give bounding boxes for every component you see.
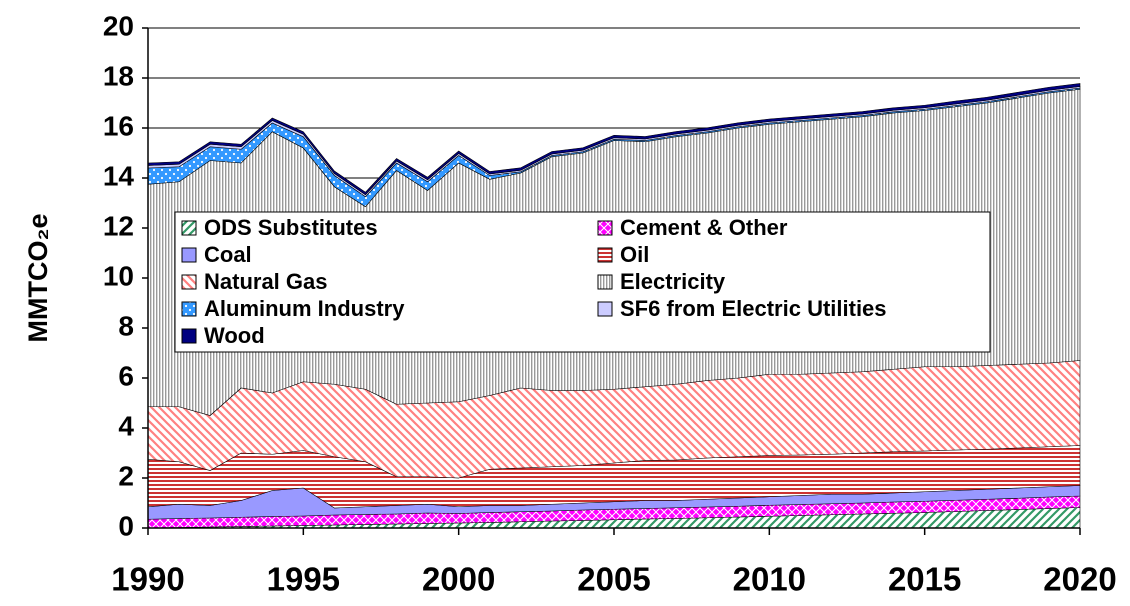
y-tick-label: 12 xyxy=(103,210,134,241)
legend-swatch xyxy=(181,274,197,290)
legend-label: Aluminum Industry xyxy=(204,296,405,321)
y-tick-label: 8 xyxy=(118,310,134,341)
legend-swatch xyxy=(597,274,613,290)
legend-box xyxy=(174,211,991,353)
legend-swatch xyxy=(181,301,197,317)
legend-label: SF6 from Electric Utilities xyxy=(620,296,887,321)
y-tick-label: 10 xyxy=(103,260,134,291)
x-tick-label: 2000 xyxy=(422,561,495,598)
y-tick-label: 16 xyxy=(103,110,134,141)
legend: ODS Substitutes Cement & Other Coal Oil Natu… xyxy=(174,211,991,353)
legend-label: Coal xyxy=(204,242,252,267)
legend-swatch xyxy=(181,247,197,263)
x-tick-label: 1990 xyxy=(111,561,184,598)
legend-label: Natural Gas xyxy=(204,269,328,294)
legend-swatch xyxy=(181,328,197,344)
y-tick-label: 2 xyxy=(118,460,134,491)
legend-label: Oil xyxy=(620,242,649,267)
x-tick-label: 2010 xyxy=(733,561,806,598)
legend-label: Cement & Other xyxy=(620,215,788,240)
y-tick-label: 18 xyxy=(103,60,134,91)
x-tick-label: 1995 xyxy=(267,561,340,598)
legend-label: Wood xyxy=(204,323,265,348)
x-tick-label: 2020 xyxy=(1043,561,1116,598)
axes: 0 2 4 6 8 10 12 14 16 18 20 1990 1995 2000 2005 2010 201… xyxy=(103,10,1117,597)
y-tick-label: 14 xyxy=(103,160,135,191)
legend-swatch xyxy=(181,220,197,236)
x-tick-label: 2005 xyxy=(577,561,650,598)
y-axis-label: MMTCO₂e xyxy=(23,214,53,343)
x-tick-label: 2015 xyxy=(888,561,961,598)
area xyxy=(147,83,1081,196)
y-tick-label: 6 xyxy=(118,360,134,391)
y-tick-label: 20 xyxy=(103,10,134,41)
legend-swatch xyxy=(597,220,613,236)
y-tick-label: 0 xyxy=(118,510,134,541)
legend-swatch xyxy=(597,301,613,317)
legend-label: Electricity xyxy=(620,269,726,294)
y-tick-label: 4 xyxy=(118,410,134,441)
legend-swatch xyxy=(597,247,613,263)
legend-label: ODS Substitutes xyxy=(204,215,378,240)
